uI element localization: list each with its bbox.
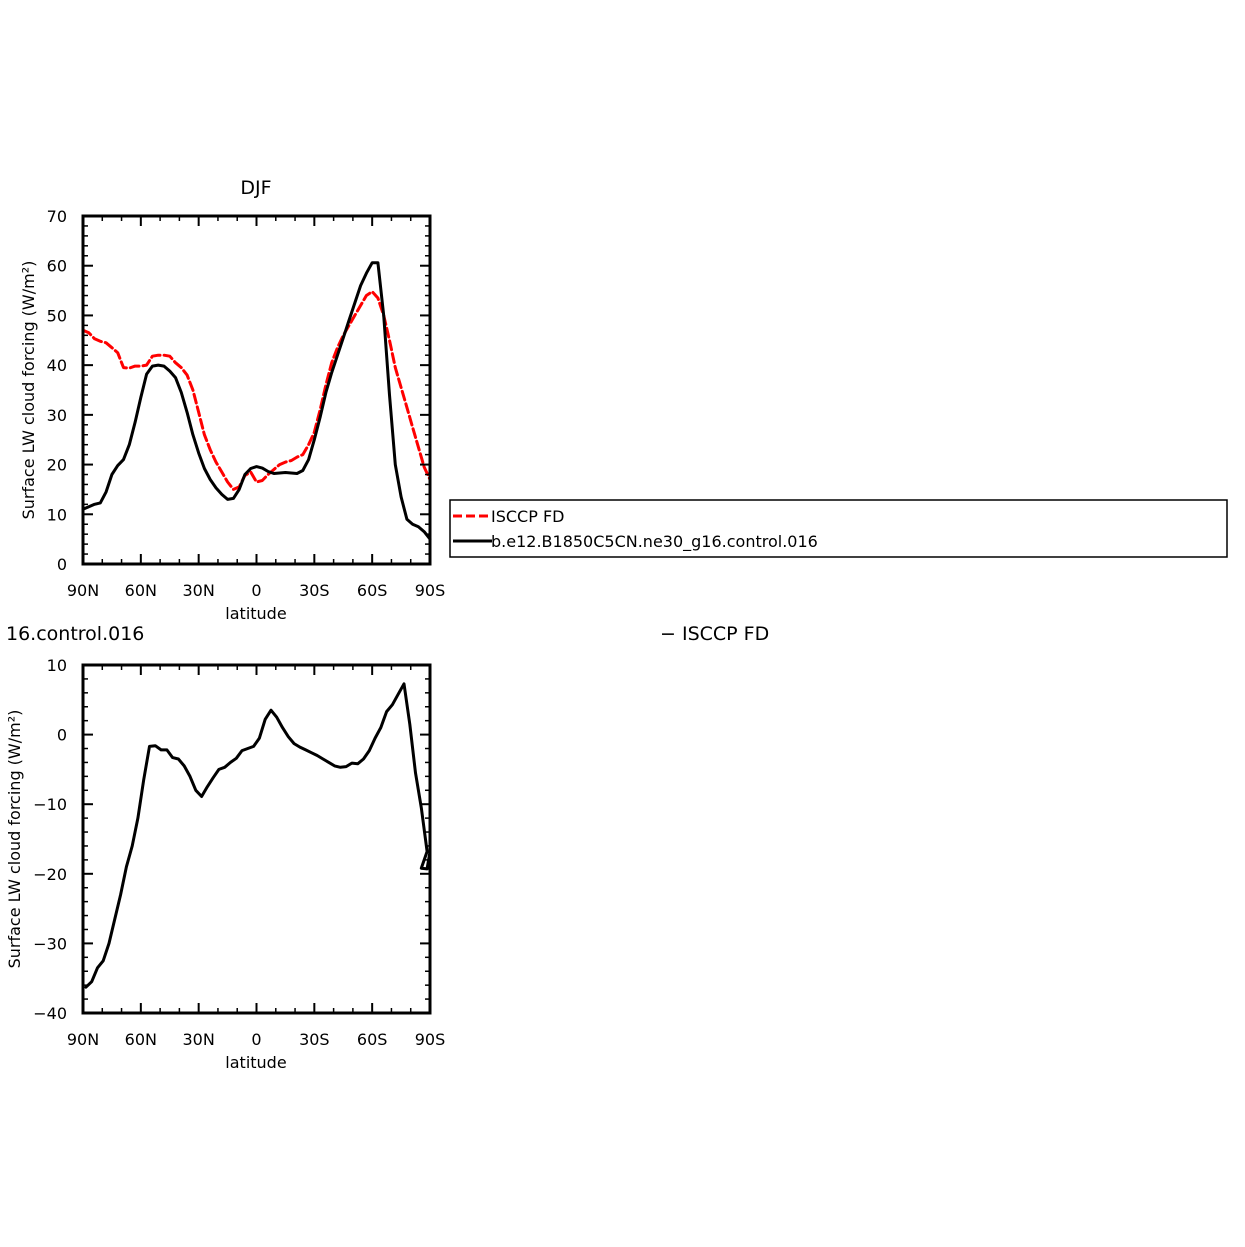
chart-panel-djf: DJF 0 10 20 30 40 50 60 70 90N 60N 30N 0 30S 60S 90S l… bbox=[19, 177, 445, 623]
y-tick-label: 10 bbox=[47, 656, 67, 675]
x-tick-label: 30N bbox=[183, 1030, 215, 1049]
legend-label-model: b.e12.B1850C5CN.ne30_g16.control.016 bbox=[491, 532, 818, 552]
chart-panel-difference: 16.control.016 − ISCCP FD −40 −30 −20 −10 0 1… bbox=[5, 623, 769, 1072]
tick-marks: 0 10 20 30 40 50 60 70 90N 60N 30N 0 30S 60S 90S bbox=[47, 207, 446, 600]
x-tick-label: 60N bbox=[125, 1030, 157, 1049]
x-tick-label: 90N bbox=[67, 581, 99, 600]
chart-title: DJF bbox=[240, 177, 271, 199]
x-tick-label: 90N bbox=[67, 1030, 99, 1049]
y-tick-label: 0 bbox=[57, 555, 67, 574]
x-tick-label: 60N bbox=[125, 581, 157, 600]
chart-title-right: − ISCCP FD bbox=[660, 623, 769, 645]
y-tick-label: −30 bbox=[33, 934, 67, 953]
y-tick-label: 40 bbox=[47, 356, 67, 375]
series-line-0 bbox=[81, 290, 432, 491]
tick-marks: −40 −30 −20 −10 0 10 90N 60N 30N 0 30S 60S 90S bbox=[33, 656, 445, 1049]
legend: ISCCP FD b.e12.B1850C5CN.ne30_g16.contro… bbox=[449, 499, 1228, 558]
x-tick-label: 0 bbox=[251, 1030, 261, 1049]
plot-lines bbox=[81, 261, 432, 541]
y-tick-label: 0 bbox=[57, 726, 67, 745]
plot-lines bbox=[84, 682, 432, 989]
legend-label-isccp: ISCCP FD bbox=[491, 507, 564, 526]
x-axis-label: latitude bbox=[225, 604, 286, 623]
y-tick-label: 30 bbox=[47, 406, 67, 425]
y-tick-label: 60 bbox=[47, 257, 67, 276]
series-line-1 bbox=[81, 261, 432, 541]
x-tick-label: 90S bbox=[415, 581, 446, 600]
chart-title-left: 16.control.016 bbox=[6, 623, 144, 645]
y-tick-label: −10 bbox=[33, 795, 67, 814]
x-tick-label: 60S bbox=[357, 581, 388, 600]
y-axis-label: Surface LW cloud forcing (W/m²) bbox=[19, 261, 38, 520]
x-tick-label: 30S bbox=[299, 581, 330, 600]
x-tick-label: 0 bbox=[251, 581, 261, 600]
y-tick-label: 70 bbox=[47, 207, 67, 226]
x-tick-label: 90S bbox=[415, 1030, 446, 1049]
y-tick-label: 20 bbox=[47, 456, 67, 475]
x-tick-label: 30S bbox=[299, 1030, 330, 1049]
x-tick-label: 60S bbox=[357, 1030, 388, 1049]
legend-box bbox=[449, 499, 1228, 558]
y-tick-label: −40 bbox=[33, 1004, 67, 1023]
y-axis-label: Surface LW cloud forcing (W/m²) bbox=[5, 710, 24, 969]
x-axis-label: latitude bbox=[225, 1053, 286, 1072]
y-tick-label: 50 bbox=[47, 306, 67, 325]
y-tick-label: 10 bbox=[47, 505, 67, 524]
series-line-0 bbox=[84, 682, 432, 989]
y-tick-label: −20 bbox=[33, 865, 67, 884]
x-tick-label: 30N bbox=[183, 581, 215, 600]
